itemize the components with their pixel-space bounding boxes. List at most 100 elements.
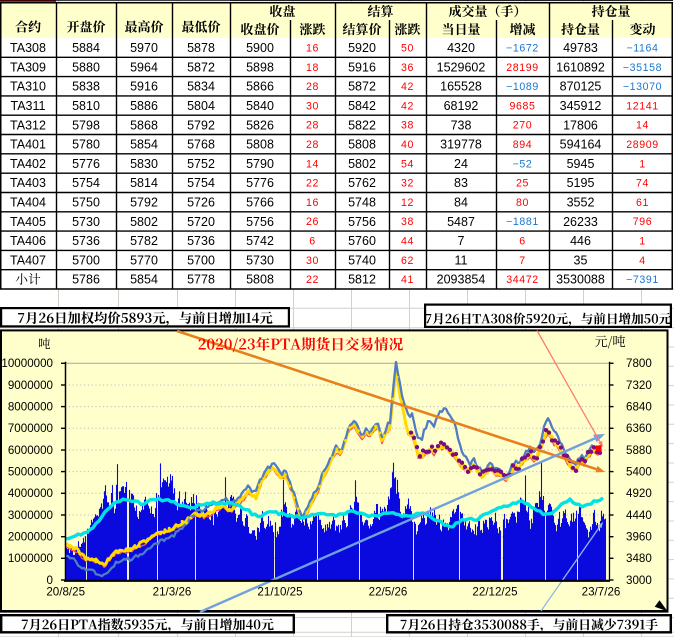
svg-text:5720: 5720 — [187, 215, 215, 229]
svg-text:42: 42 — [401, 81, 414, 93]
svg-text:32: 32 — [401, 178, 414, 190]
svg-text:5736: 5736 — [187, 234, 215, 248]
svg-text:5792: 5792 — [130, 196, 158, 210]
svg-text:5798: 5798 — [72, 118, 100, 132]
svg-text:49783: 49783 — [563, 41, 598, 55]
svg-text:−1089: −1089 — [506, 81, 539, 93]
svg-text:14: 14 — [306, 158, 319, 170]
svg-text:5878: 5878 — [187, 41, 215, 55]
svg-text:TA404: TA404 — [10, 196, 46, 210]
svg-text:22/5/26: 22/5/26 — [369, 586, 408, 599]
svg-text:38: 38 — [401, 216, 414, 228]
svg-text:738: 738 — [451, 118, 472, 132]
svg-text:14: 14 — [636, 120, 649, 132]
svg-text:7000000: 7000000 — [8, 422, 53, 435]
svg-text:5854: 5854 — [130, 273, 158, 287]
svg-text:8000000: 8000000 — [8, 401, 53, 414]
svg-text:3530088: 3530088 — [556, 273, 605, 287]
svg-text:5810: 5810 — [72, 99, 100, 113]
svg-text:5776: 5776 — [72, 157, 100, 171]
svg-text:7800: 7800 — [626, 357, 652, 370]
svg-text:5814: 5814 — [130, 176, 158, 190]
svg-text:4: 4 — [639, 255, 646, 267]
svg-text:3000: 3000 — [626, 574, 652, 587]
svg-text:1: 1 — [639, 158, 646, 170]
svg-text:446: 446 — [570, 234, 591, 248]
svg-text:5730: 5730 — [72, 215, 100, 229]
svg-text:5970: 5970 — [130, 41, 158, 55]
svg-text:5826: 5826 — [246, 118, 274, 132]
svg-text:7: 7 — [519, 255, 526, 267]
svg-text:5778: 5778 — [187, 273, 215, 287]
svg-text:5740: 5740 — [348, 253, 376, 267]
svg-text:7320: 7320 — [626, 379, 652, 392]
svg-text:6360: 6360 — [626, 422, 652, 435]
svg-text:25: 25 — [516, 178, 529, 190]
svg-text:270: 270 — [513, 120, 532, 132]
svg-text:5808: 5808 — [246, 138, 274, 152]
svg-text:5742: 5742 — [246, 234, 274, 248]
svg-text:5776: 5776 — [246, 176, 274, 190]
svg-text:5802: 5802 — [130, 215, 158, 229]
svg-text:5754: 5754 — [72, 176, 100, 190]
svg-text:44: 44 — [401, 236, 414, 248]
svg-text:5822: 5822 — [348, 118, 376, 132]
svg-text:34472: 34472 — [506, 274, 538, 286]
svg-text:5916: 5916 — [348, 60, 376, 74]
svg-text:5766: 5766 — [246, 196, 274, 210]
svg-text:3960: 3960 — [626, 531, 652, 544]
svg-text:5884: 5884 — [72, 41, 100, 55]
svg-text:1610892: 1610892 — [556, 60, 605, 74]
svg-text:5760: 5760 — [348, 234, 376, 248]
svg-text:5880: 5880 — [72, 60, 100, 74]
svg-text:28909: 28909 — [626, 139, 658, 151]
svg-text:17806: 17806 — [563, 118, 598, 132]
svg-text:5790: 5790 — [246, 157, 274, 171]
svg-text:0: 0 — [47, 574, 53, 587]
svg-text:6: 6 — [519, 236, 526, 248]
svg-text:84: 84 — [454, 196, 468, 210]
svg-text:28: 28 — [306, 81, 319, 93]
svg-text:5900: 5900 — [246, 41, 274, 55]
svg-text:5726: 5726 — [187, 196, 215, 210]
svg-text:5964: 5964 — [130, 60, 158, 74]
svg-text:4920: 4920 — [626, 487, 652, 500]
svg-text:−7391: −7391 — [626, 274, 659, 286]
svg-text:−1164: −1164 — [627, 43, 659, 55]
svg-text:5756: 5756 — [246, 215, 274, 229]
svg-text:4440: 4440 — [626, 509, 652, 522]
svg-text:−13070: −13070 — [623, 81, 662, 93]
svg-text:21/3/26: 21/3/26 — [153, 586, 192, 599]
svg-text:28: 28 — [306, 120, 319, 132]
svg-text:61: 61 — [636, 197, 649, 209]
svg-text:50: 50 — [401, 43, 414, 55]
svg-text:5812: 5812 — [348, 273, 376, 287]
svg-text:23/7/26: 23/7/26 — [582, 586, 621, 599]
svg-text:30: 30 — [306, 255, 319, 267]
svg-text:54: 54 — [401, 158, 414, 170]
svg-text:5792: 5792 — [187, 118, 215, 132]
svg-text:68192: 68192 — [444, 99, 479, 113]
svg-text:16: 16 — [306, 197, 319, 209]
svg-text:26: 26 — [306, 216, 319, 228]
svg-text:870125: 870125 — [560, 80, 602, 94]
svg-text:26233: 26233 — [563, 215, 598, 229]
svg-text:TA312: TA312 — [10, 118, 46, 132]
svg-text:12: 12 — [401, 197, 414, 209]
svg-text:4000000: 4000000 — [8, 487, 53, 500]
svg-text:6000000: 6000000 — [8, 444, 53, 457]
svg-text:22/12/25: 22/12/25 — [472, 586, 517, 599]
svg-text:5487: 5487 — [447, 215, 475, 229]
svg-text:9685: 9685 — [510, 100, 536, 112]
svg-text:20/8/25: 20/8/25 — [46, 586, 85, 599]
svg-text:5838: 5838 — [72, 80, 100, 94]
svg-text:3480: 3480 — [626, 552, 652, 565]
svg-text:−35158: −35158 — [623, 62, 662, 74]
svg-text:6840: 6840 — [626, 401, 652, 414]
svg-text:−52: −52 — [513, 158, 533, 170]
svg-text:5782: 5782 — [130, 234, 158, 248]
svg-text:319778: 319778 — [440, 138, 482, 152]
svg-text:5872: 5872 — [187, 60, 215, 74]
svg-text:5945: 5945 — [567, 157, 595, 171]
svg-text:80: 80 — [516, 197, 529, 209]
